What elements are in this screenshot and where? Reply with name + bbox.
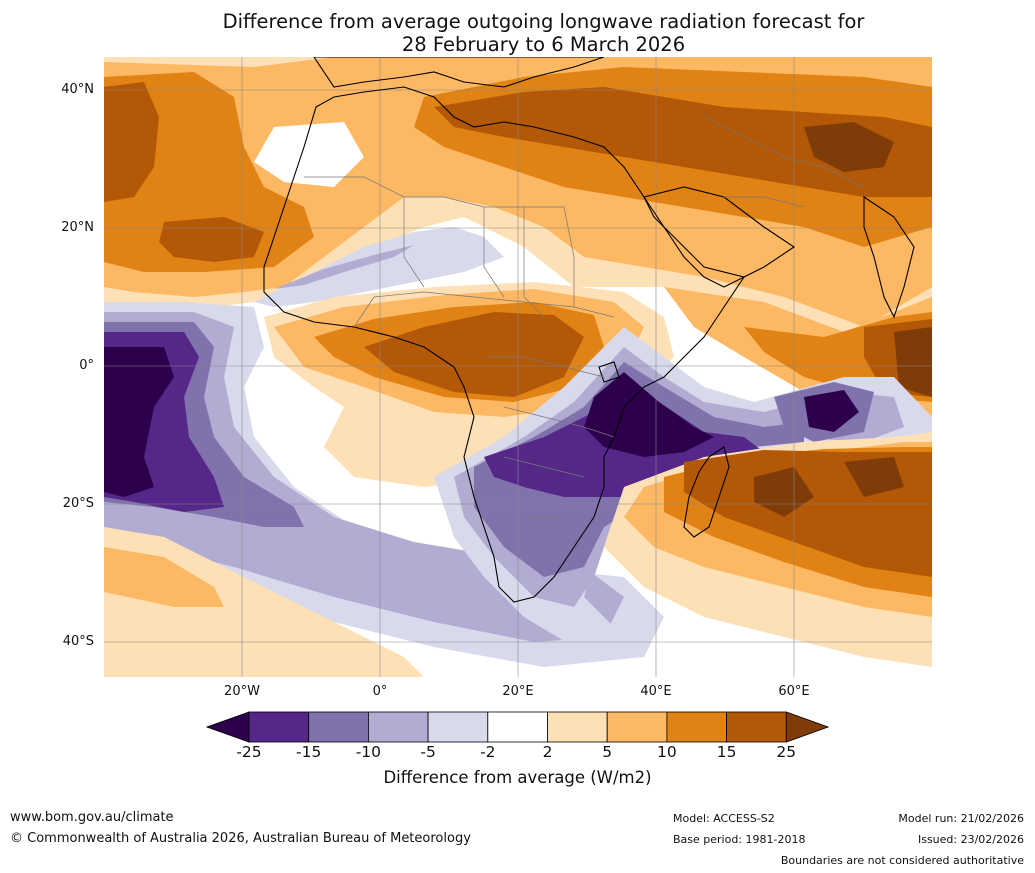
colorbar-swatch <box>308 711 369 743</box>
anomaly-atlantic-15 <box>104 82 159 202</box>
graticule <box>104 57 932 677</box>
colorbar <box>206 711 829 743</box>
arabia-coastline <box>643 186 795 278</box>
india-coastline <box>863 195 915 319</box>
lat-label-20s: 20°S <box>62 496 94 511</box>
anomaly-south-indian-deep <box>754 457 904 517</box>
africa-coastline <box>263 86 746 603</box>
anomaly-sahara-neutral <box>254 122 364 187</box>
colorbar-label: Difference from average (W/m2) <box>383 768 652 787</box>
lat-label-0: 0° <box>79 358 94 373</box>
anomaly-mideast-15 <box>434 87 932 197</box>
colorbar-swatch <box>427 711 489 743</box>
anomaly-atlantic-deep <box>104 347 174 497</box>
colorbar-extend-low <box>206 711 250 743</box>
chart-title: Difference from average outgoing longwav… <box>0 10 1035 56</box>
footer-website[interactable]: www.bom.gov.au/climate <box>10 810 174 825</box>
colorbar-tick: 10 <box>657 743 677 761</box>
colorbar-tick: -5 <box>420 743 436 761</box>
colorbar-swatch <box>367 711 429 743</box>
colorbar-swatch <box>606 711 668 743</box>
footer-model: Model: ACCESS-S2 <box>673 812 775 825</box>
colorbar-swatches <box>206 711 829 743</box>
title-line-2: 28 February to 6 March 2026 <box>401 33 686 56</box>
colorbar-extend-high <box>785 711 829 743</box>
anomaly-indian-north-deep <box>894 327 932 397</box>
anomaly-sahel-5 <box>274 245 414 289</box>
europe-coastline <box>313 57 605 88</box>
madagascar-coastline <box>683 446 730 538</box>
footer-base-period: Base period: 1981-2018 <box>673 833 806 846</box>
anomaly-tanzania-deep <box>584 372 714 457</box>
lat-label-20n: 20°N <box>61 220 94 235</box>
colorbar-tick: 25 <box>776 743 797 761</box>
lon-label-0: 0° <box>372 684 388 699</box>
anomaly-south-atlantic-5 <box>104 547 224 607</box>
colorbar-tick: 5 <box>602 743 613 761</box>
colorbar-swatch <box>487 711 548 743</box>
footer-model-run: Model run: 21/02/2026 <box>898 812 1024 825</box>
colorbar-swatch <box>666 711 727 743</box>
colorbar-tick: -2 <box>480 743 496 761</box>
lake-victoria <box>598 361 620 383</box>
colorbar-swatch <box>248 711 310 743</box>
anomaly-sahel-2 <box>254 227 504 307</box>
anomaly-south-atlantic-2 <box>104 527 424 677</box>
colorbar-swatch <box>547 711 608 743</box>
footer-issued: Issued: 23/02/2026 <box>917 833 1024 846</box>
coastlines <box>263 57 915 603</box>
olr-anomaly-map <box>104 57 932 677</box>
lon-label-20w: 20°W <box>224 684 260 699</box>
country-borders <box>304 116 865 518</box>
colorbar-tick: -25 <box>236 743 262 761</box>
lon-label-40e: 40°E <box>640 684 672 699</box>
lat-label-40s: 40°S <box>62 634 94 649</box>
footer-copyright: © Commonwealth of Australia 2026, Austra… <box>10 831 471 846</box>
lon-label-20e: 20°E <box>502 684 534 699</box>
colorbar-tick: -10 <box>355 743 382 761</box>
lat-label-40n: 40°N <box>61 82 94 97</box>
colorbar-tick: 15 <box>716 743 737 761</box>
colorbar-tick: -15 <box>296 743 322 761</box>
colorbar-swatch <box>726 711 787 743</box>
footer-disclaimer: Boundaries are not considered authoritat… <box>780 854 1024 867</box>
lon-label-60e: 60°E <box>778 684 810 699</box>
title-line-1: Difference from average outgoing longwav… <box>222 10 865 33</box>
anomaly-equator-15 <box>364 312 584 397</box>
map-svg <box>104 57 932 677</box>
colorbar-tick: 2 <box>542 743 553 761</box>
anomaly-indian-purple-deep <box>804 390 859 432</box>
anomaly-iran-deep <box>804 122 894 172</box>
